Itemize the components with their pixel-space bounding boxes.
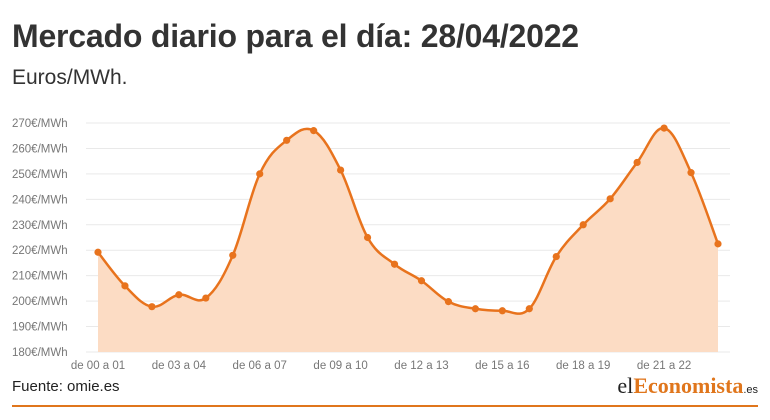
- data-point[interactable]: [687, 169, 695, 177]
- page-title: Mercado diario para el día: 28/04/2022: [12, 18, 579, 54]
- data-point[interactable]: [121, 282, 129, 290]
- logo-suffix: .es: [743, 384, 758, 396]
- data-point[interactable]: [417, 277, 426, 285]
- data-point[interactable]: [202, 294, 210, 302]
- data-point[interactable]: [363, 233, 372, 242]
- y-tick-label: 190€/MWh: [12, 322, 68, 334]
- data-point[interactable]: [94, 248, 102, 256]
- data-point[interactable]: [444, 298, 453, 306]
- x-tick-label: de 03 a 04: [152, 360, 207, 372]
- chart-subtitle: Euros/MWh.: [12, 66, 128, 89]
- data-point[interactable]: [256, 170, 264, 178]
- data-point[interactable]: [148, 303, 156, 311]
- x-axis-ticks: de 00 a 01 de 03 a 04 de 06 a 07 de 09 a 10…: [71, 360, 691, 372]
- logo-accent: Economista: [633, 373, 744, 398]
- brand-logo: elEconomista.es: [617, 373, 758, 399]
- x-tick-label: de 21 a 22: [637, 360, 691, 372]
- data-point[interactable]: [498, 307, 506, 315]
- data-point[interactable]: [471, 305, 479, 313]
- y-axis-ticks: 180€/MWh 190€/MWh 200€/MWh 210€/MWh 220€/MWh…: [12, 118, 68, 359]
- x-tick-label: de 09 a 10: [313, 360, 367, 372]
- y-tick-label: 210€/MWh: [12, 271, 68, 283]
- data-point[interactable]: [714, 240, 722, 248]
- data-points: [94, 124, 722, 315]
- source-note: Fuente: omie.es: [12, 378, 120, 395]
- y-tick-label: 220€/MWh: [12, 245, 68, 257]
- data-point[interactable]: [606, 195, 614, 203]
- data-point[interactable]: [310, 127, 318, 135]
- data-point[interactable]: [337, 166, 345, 174]
- data-point[interactable]: [525, 305, 533, 313]
- data-point[interactable]: [229, 251, 237, 259]
- y-tick-label: 240€/MWh: [12, 194, 68, 206]
- y-tick-label: 270€/MWh: [12, 118, 68, 130]
- data-point[interactable]: [552, 252, 560, 261]
- data-point[interactable]: [175, 291, 183, 299]
- x-tick-label: de 06 a 07: [233, 360, 287, 372]
- price-area: [98, 127, 718, 352]
- x-tick-label: de 00 a 01: [71, 360, 125, 372]
- y-tick-label: 260€/MWh: [12, 143, 68, 155]
- data-point[interactable]: [660, 124, 668, 132]
- y-tick-label: 230€/MWh: [12, 220, 68, 232]
- footer-divider: [12, 405, 758, 407]
- data-point[interactable]: [633, 158, 641, 167]
- y-tick-label: 200€/MWh: [12, 296, 68, 308]
- logo-prefix: el: [617, 373, 634, 398]
- data-point[interactable]: [390, 260, 399, 268]
- y-tick-label: 250€/MWh: [12, 169, 68, 181]
- x-tick-label: de 18 a 19: [556, 360, 610, 372]
- x-tick-label: de 15 a 16: [475, 360, 529, 372]
- data-point[interactable]: [283, 136, 291, 144]
- x-tick-label: de 12 a 13: [394, 360, 448, 372]
- y-tick-label: 180€/MWh: [12, 347, 68, 359]
- data-point[interactable]: [579, 221, 587, 229]
